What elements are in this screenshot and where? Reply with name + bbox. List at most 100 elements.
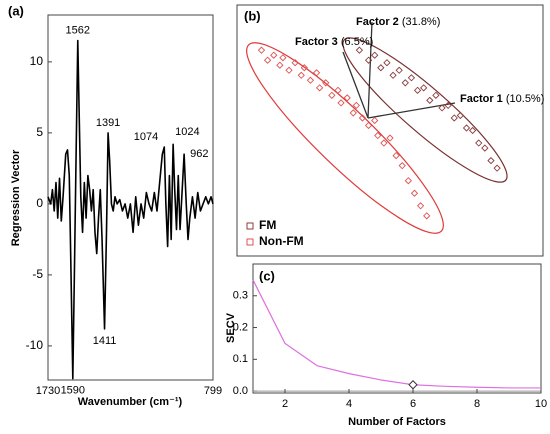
peak-label: 1074 — [134, 131, 158, 143]
panel-label: (c) — [259, 268, 275, 283]
score-point — [343, 94, 351, 102]
score-point — [423, 212, 431, 220]
score-point — [300, 64, 308, 72]
x-tick-label: 8 — [474, 398, 480, 410]
score-point — [407, 74, 416, 82]
y-tick-label: 10 — [30, 54, 44, 68]
factor-name: Factor 3 — [295, 36, 338, 48]
score-point — [456, 111, 465, 120]
score-point — [395, 66, 403, 74]
score-point — [462, 124, 471, 132]
peak-label: 1590 — [61, 384, 85, 396]
factor-axis — [367, 102, 456, 119]
score-point — [337, 99, 345, 107]
x-tick-label: 1730 — [36, 385, 60, 397]
score-point — [493, 164, 501, 172]
score-point — [297, 71, 305, 79]
y-tick-label: 5 — [36, 125, 43, 139]
score-point — [410, 189, 419, 197]
x-tick-label: 10 — [535, 398, 547, 410]
peak-label: 962 — [190, 148, 208, 160]
score-point — [291, 59, 299, 67]
score-point — [420, 84, 428, 92]
score-point — [263, 56, 272, 64]
score-point — [475, 139, 483, 147]
y-tick-label: 0.0 — [233, 385, 248, 397]
score-point — [315, 84, 324, 92]
legend-swatch — [246, 222, 254, 230]
score-point — [389, 71, 397, 79]
score-point — [349, 109, 357, 117]
score-point — [276, 61, 284, 69]
score-point — [364, 56, 373, 64]
group-ellipse — [246, 42, 444, 234]
score-point — [444, 101, 452, 110]
factor-label: Factor 3 (6.5%) — [295, 36, 373, 48]
y-tick-label: 0.1 — [233, 353, 248, 365]
score-point — [380, 139, 388, 147]
peak-label: 1562 — [66, 24, 90, 36]
score-point — [371, 116, 379, 125]
score-point — [487, 156, 495, 165]
score-point — [334, 86, 342, 94]
score-point — [312, 69, 321, 77]
factor-share: (31.8%) — [402, 16, 441, 28]
selected-point — [408, 380, 418, 390]
score-point — [481, 144, 489, 152]
factor-name: Factor 2 — [356, 16, 399, 28]
score-point — [468, 126, 477, 135]
score-point — [383, 59, 391, 67]
y-tick-label: 0.3 — [233, 290, 248, 302]
score-point — [401, 79, 409, 87]
factor-axis — [367, 21, 373, 119]
factor-axis — [342, 51, 369, 119]
factor-share: (10.5%) — [506, 93, 545, 105]
score-point — [371, 51, 379, 59]
score-point — [358, 114, 367, 122]
panel-label: (b) — [244, 8, 261, 23]
legend-label: Non-FM — [259, 234, 304, 248]
group-ellipse — [342, 37, 508, 183]
score-point — [404, 177, 412, 185]
peak-label: 1391 — [96, 117, 120, 129]
x-tick-label: 4 — [346, 398, 352, 410]
x-tick-label: 2 — [282, 398, 288, 410]
data-line — [252, 279, 541, 389]
score-point — [328, 91, 336, 99]
data-line — [47, 39, 214, 380]
score-point — [270, 51, 278, 59]
score-point — [438, 104, 446, 112]
factor-name: Factor 1 — [460, 93, 503, 105]
score-point — [377, 64, 385, 72]
score-point — [413, 86, 422, 94]
score-point — [355, 46, 364, 54]
score-point — [386, 134, 394, 142]
y-tick-label: -5 — [32, 267, 43, 281]
x-axis-label: Number of Factors — [348, 416, 446, 428]
x-tick-label: 799 — [204, 385, 222, 397]
factor-share: (6.5%) — [341, 36, 373, 48]
score-point — [374, 131, 382, 140]
y-axis-label: SECV — [225, 312, 237, 343]
score-point — [432, 91, 440, 99]
peak-label: 1024 — [175, 126, 199, 138]
y-tick-label: 0.2 — [233, 321, 248, 333]
score-point — [416, 202, 425, 210]
x-tick-label: 6 — [410, 398, 416, 410]
factor-label: Factor 2 (31.8%) — [356, 16, 440, 28]
score-point — [426, 96, 434, 105]
score-point — [398, 162, 406, 170]
score-point — [285, 66, 293, 74]
factor-label: Factor 1 (10.5%) — [460, 93, 544, 105]
score-point — [306, 76, 315, 84]
y-tick-label: -10 — [26, 338, 44, 352]
score-point — [450, 114, 458, 122]
panel-label: (a) — [8, 3, 24, 18]
score-point — [257, 46, 266, 54]
score-point — [352, 101, 360, 110]
panel-b-frame — [236, 4, 544, 257]
legend-label: FM — [259, 218, 276, 232]
score-point — [392, 151, 400, 160]
